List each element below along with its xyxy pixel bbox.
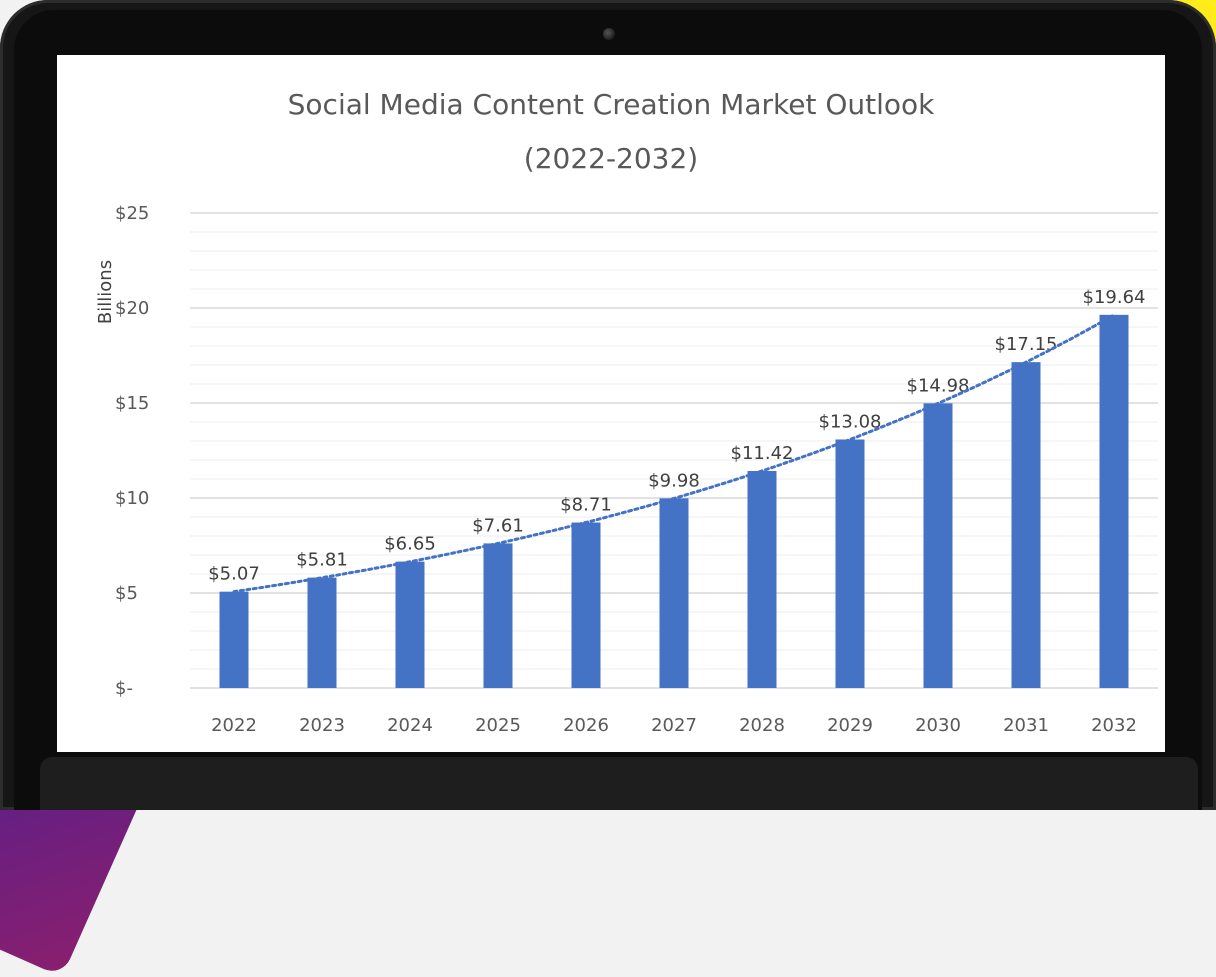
bar [835,439,865,688]
x-tick-label: 2027 [651,715,697,736]
bar [219,591,249,688]
data-label: $6.65 [384,534,436,555]
data-label: $5.81 [296,550,348,571]
x-tick-label: 2022 [211,715,257,736]
camera-icon [603,28,615,40]
chart-title: Social Media Content Creation Market Out… [287,88,935,121]
data-label: $9.98 [648,470,700,491]
data-label: $7.61 [472,515,524,536]
x-tick-label: 2024 [387,715,433,736]
bar [923,403,953,688]
y-tick-label: $15 [115,393,149,414]
data-label: $17.15 [995,334,1058,355]
x-tick-label: 2025 [475,715,521,736]
y-tick-label: $20 [115,298,149,319]
bar [571,522,601,688]
laptop-screen: Social Media Content Creation Market Out… [57,55,1165,752]
data-label: $8.71 [560,495,612,516]
x-tick-label: 2031 [1003,715,1049,736]
data-label: $5.07 [208,564,260,585]
bar [747,471,777,688]
bar [1099,314,1129,688]
x-tick-label: 2026 [563,715,609,736]
data-label: $14.98 [907,375,970,396]
x-tick-label: 2032 [1091,715,1137,736]
y-tick-label: $25 [115,203,149,224]
x-tick-label: 2030 [915,715,961,736]
laptop-chin [40,757,1198,810]
data-label: $13.08 [819,411,882,432]
x-tick-label: 2023 [299,715,345,736]
x-tick-label: 2029 [827,715,873,736]
trendline [232,313,1116,594]
y-tick-label: $5 [115,583,138,604]
data-label: $11.42 [731,443,794,464]
x-tick-label: 2028 [739,715,785,736]
bar [1011,362,1041,688]
bar [659,498,689,688]
data-label: $19.64 [1083,287,1146,308]
bar-chart: $- $5 $10 $15 $20 $25 2022 $5.07 2023 $5.81 2024 $6… [115,203,1158,736]
bar [395,561,425,688]
bar [307,577,337,688]
y-tick-label: $- [115,678,133,699]
bar [483,543,513,688]
y-tick-label: $10 [115,488,149,509]
laptop-frame: Social Media Content Creation Market Out… [0,0,1216,810]
chart-subtitle: (2022-2032) [523,142,699,175]
